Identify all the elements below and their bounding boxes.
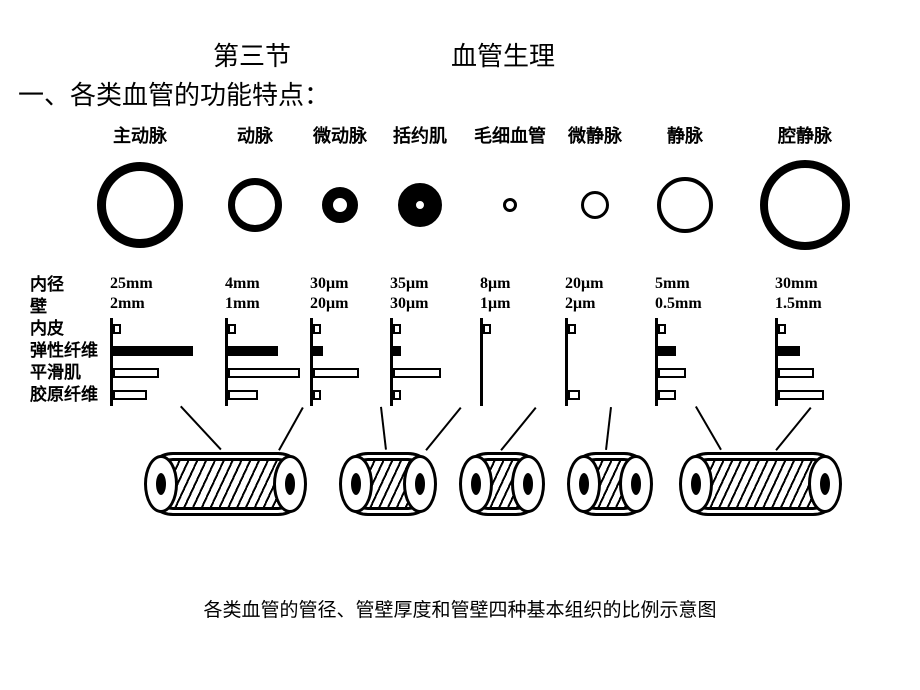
vessel-dimensions: 8μm1μm <box>480 274 510 314</box>
vessel-cross-section-icon <box>581 191 609 219</box>
row-label: 内皮 <box>30 318 98 340</box>
vessel-cross-section-icon <box>398 183 442 227</box>
tissue-bar <box>658 368 686 378</box>
tissue-bar <box>313 346 323 356</box>
tissue-bar <box>228 324 236 334</box>
tissue-bars <box>225 318 300 406</box>
tissue-bar <box>483 324 491 334</box>
vessel-tube-icon <box>568 452 652 516</box>
tissue-bar <box>228 390 258 400</box>
tissue-bar <box>568 324 576 334</box>
tissue-bar <box>568 390 580 400</box>
diagram-caption: 各类血管的管径、管壁厚度和管壁四种基本组织的比例示意图 <box>30 595 890 622</box>
vessel-label: 腔静脉 <box>745 122 865 148</box>
tissue-bar <box>778 324 786 334</box>
tissue-bar <box>113 390 147 400</box>
vessel-tube-icon <box>680 452 841 516</box>
vessel-dimensions: 30μm20μm <box>310 274 348 314</box>
tissue-bar <box>658 324 666 334</box>
vessel-cross-section-icon <box>97 162 183 248</box>
tissue-bar <box>313 324 321 334</box>
row-label: 壁 <box>30 296 98 318</box>
tissue-bar <box>313 390 321 400</box>
vessel-tube-icon <box>460 452 544 516</box>
tissue-bar <box>228 346 278 356</box>
tissue-bar <box>113 368 159 378</box>
vessel-cross-section-icon <box>657 177 713 233</box>
tissue-bar <box>658 346 676 356</box>
vessel-tube-icon <box>145 452 306 516</box>
tissue-bar <box>228 368 300 378</box>
vessel-cross-section-icon <box>322 187 358 223</box>
tissue-bars <box>390 318 441 406</box>
vessel-dimensions: 30mm1.5mm <box>775 274 822 314</box>
tissue-bars <box>655 318 686 406</box>
tissue-bar <box>393 324 401 334</box>
tissue-bar <box>313 368 359 378</box>
tissue-bars <box>775 318 824 406</box>
tissue-bars <box>110 318 193 406</box>
tissue-bar <box>393 346 401 356</box>
tissue-bars <box>565 318 580 406</box>
tissue-bar <box>778 368 814 378</box>
row-label: 胶原纤维 <box>30 384 98 406</box>
vessel-dimensions: 35μm30μm <box>390 274 428 314</box>
tissue-bars <box>480 318 491 406</box>
vessel-diagram: 内径壁内皮弹性纤维平滑肌胶原纤维 各类血管的管径、管壁厚度和管壁四种基本组织的比… <box>30 122 890 622</box>
tissue-bar <box>393 368 441 378</box>
vessel-column: 腔静脉 <box>745 122 865 260</box>
vessel-cross-section-icon <box>503 198 517 212</box>
vessel-dimensions: 5mm0.5mm <box>655 274 702 314</box>
vessel-dimensions: 25mm2mm <box>110 274 153 314</box>
tissue-bars <box>310 318 359 406</box>
vessel-column: 静脉 <box>625 122 745 260</box>
vessel-label: 静脉 <box>625 122 745 148</box>
vessel-dimensions: 20μm2μm <box>565 274 603 314</box>
row-label: 弹性纤维 <box>30 340 98 362</box>
vessel-label: 主动脉 <box>80 122 200 148</box>
vessel-cross-section-icon <box>228 178 282 232</box>
row-label: 平滑肌 <box>30 362 98 384</box>
vessel-dimensions: 4mm1mm <box>225 274 260 314</box>
section-heading: 一、各类血管的功能特点： <box>0 73 920 112</box>
vessel-tube-icon <box>340 452 436 516</box>
tissue-bar <box>113 324 121 334</box>
vessel-cross-section-icon <box>760 160 850 250</box>
row-label: 内径 <box>30 274 98 296</box>
tissue-bar <box>393 390 401 400</box>
tissue-bar <box>778 390 824 400</box>
tissue-bar <box>113 346 193 356</box>
tube-illustrations <box>30 432 890 602</box>
tissue-bar <box>778 346 800 356</box>
tissue-bar <box>658 390 676 400</box>
page-title: 第三节血管生理 <box>0 0 920 73</box>
row-labels: 内径壁内皮弹性纤维平滑肌胶原纤维 <box>30 274 98 406</box>
vessel-column: 主动脉 <box>80 122 200 260</box>
